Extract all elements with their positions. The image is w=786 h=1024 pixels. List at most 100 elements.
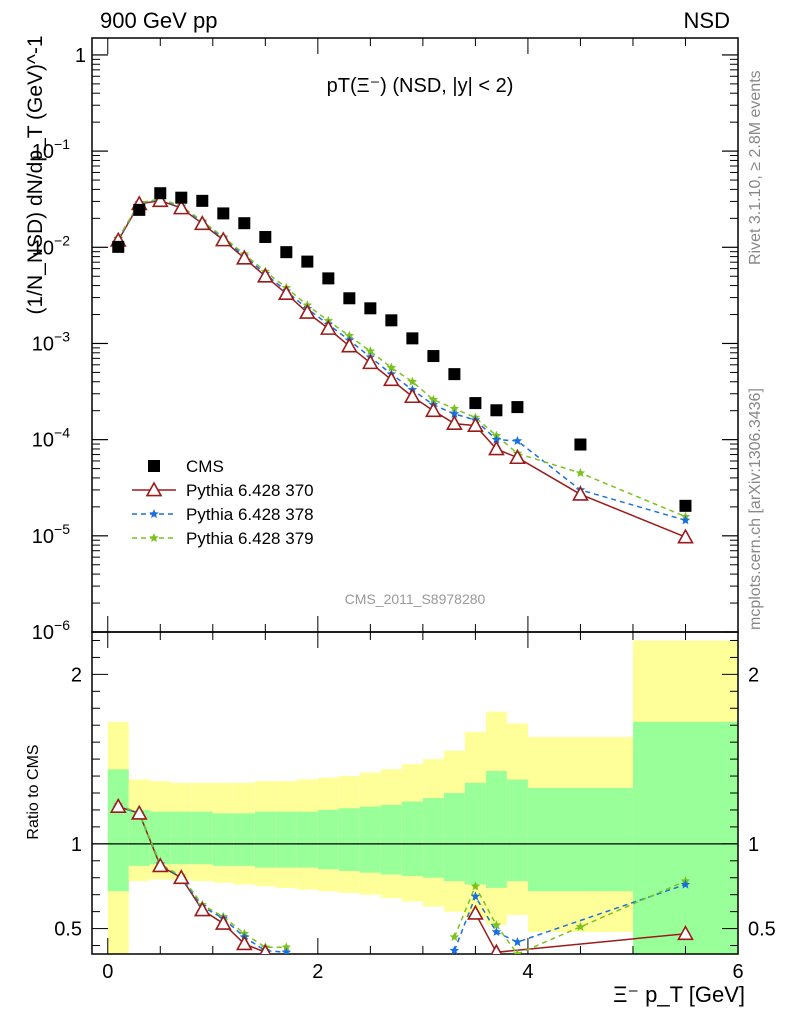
green-band <box>170 811 192 865</box>
pythia379-point <box>365 346 376 356</box>
cms-point <box>280 246 293 259</box>
green-band <box>191 811 213 865</box>
pythia370-point <box>383 371 400 387</box>
pythia379-point <box>575 468 586 477</box>
green-band <box>275 811 297 868</box>
pythia370-point <box>277 284 295 300</box>
rivet-label: Rivet 3.1.10, ≥ 2.8M events <box>747 70 764 265</box>
ratio-y-tick-label: 0.5 <box>54 919 82 941</box>
cms-point <box>343 292 356 305</box>
pythia370-point <box>172 199 190 215</box>
pythia378-point <box>149 509 159 518</box>
pythia370-point <box>151 857 169 873</box>
legend-label: Pythia 6.428 370 <box>186 481 314 500</box>
pythia379-point <box>512 949 523 954</box>
pythia378-point <box>470 891 481 901</box>
x-tick-label: 4 <box>522 961 533 983</box>
cms-point <box>196 194 209 207</box>
cms-point <box>154 187 167 200</box>
cms-point <box>238 217 251 230</box>
green-band <box>380 804 402 875</box>
legend-label: Pythia 6.428 378 <box>186 505 314 524</box>
green-band <box>296 811 318 868</box>
pythia378-point <box>449 945 460 954</box>
legend-label: Pythia 6.428 379 <box>186 529 314 548</box>
pythia370-point <box>259 943 272 954</box>
green-band <box>527 787 633 892</box>
pythia379-point <box>344 330 355 340</box>
cms-point <box>301 255 314 268</box>
pythia370-point <box>214 231 232 247</box>
cms-point <box>175 191 188 204</box>
pythia370-point <box>298 303 316 319</box>
green-band <box>254 811 276 868</box>
green-band <box>443 793 465 882</box>
cms-point <box>427 350 440 363</box>
y-tick-label: 10−2 <box>32 232 70 259</box>
green-band <box>632 721 738 954</box>
cms-point <box>469 397 482 410</box>
green-band <box>233 813 255 866</box>
analysis-watermark: CMS_2011_S8978280 <box>345 591 486 607</box>
green-band <box>338 808 360 871</box>
ratio-y-tick-label-right: 2 <box>748 664 759 686</box>
cms-point <box>112 240 125 253</box>
cms-point <box>148 460 160 472</box>
pythia379-point <box>449 403 460 413</box>
pythia378-point <box>449 408 460 418</box>
ratio-y-tick-label: 1 <box>71 834 82 856</box>
pythia370-point <box>256 267 274 283</box>
cms-point <box>490 404 503 417</box>
pythia370-point <box>172 869 190 885</box>
cms-point <box>364 302 377 315</box>
pythia370-point <box>425 402 442 418</box>
x-tick-label: 0 <box>102 961 113 983</box>
y-tick-label: 1 <box>75 45 86 67</box>
pythia370-point <box>467 416 484 432</box>
cms-point <box>448 368 461 381</box>
y-tick-label: 10−6 <box>32 617 70 644</box>
main-series-line <box>117 199 686 538</box>
pythia370-point <box>404 387 421 404</box>
ratio-y-tick-label-right: 0.5 <box>748 919 776 941</box>
pythia370-point <box>214 914 232 930</box>
green-band <box>107 769 129 892</box>
header-right: NSD <box>684 8 730 33</box>
pythia370-point <box>235 249 253 265</box>
x-tick-label: 2 <box>312 961 323 983</box>
y-tick-label: 10−4 <box>32 425 70 452</box>
main-series-line <box>117 198 686 518</box>
pythia378-point <box>281 947 292 954</box>
pythia378-point <box>491 434 502 444</box>
pythia378-point <box>491 927 502 936</box>
y-tick-label: 10−3 <box>32 328 70 355</box>
pythia370-point <box>109 797 127 813</box>
pythia370-point <box>572 485 589 501</box>
mcplots-label: mcplots.cern.ch [arXiv:1306.3436] <box>747 388 764 630</box>
pythia370-point <box>488 440 505 456</box>
pythia378-point <box>512 937 523 947</box>
pythia379-point <box>491 920 502 930</box>
pythia379-point <box>407 376 418 386</box>
main-series <box>109 187 694 544</box>
legend-label: CMS <box>186 457 224 476</box>
pythia379-point <box>386 362 397 372</box>
legend: CMS Pythia 6.428 370 Pythia 6.428 378 Pythi… <box>132 457 314 548</box>
pythia370-point <box>677 528 694 544</box>
pythia379-point <box>428 394 439 404</box>
green-band <box>317 809 339 870</box>
cms-point <box>259 230 272 243</box>
pythia370-point <box>509 448 526 465</box>
green-band <box>149 811 171 865</box>
pythia370-point <box>151 192 169 208</box>
pythia378-point <box>512 435 523 445</box>
pythia370-point <box>193 901 211 917</box>
pythia370-point <box>145 481 163 497</box>
cms-point <box>406 332 419 345</box>
pythia378-point <box>680 879 691 889</box>
pythia379-point <box>281 942 292 952</box>
green-band <box>359 806 381 873</box>
pythia370-point <box>340 337 358 353</box>
green-band <box>401 801 423 877</box>
ratio-uncertainty-bands <box>92 640 738 954</box>
